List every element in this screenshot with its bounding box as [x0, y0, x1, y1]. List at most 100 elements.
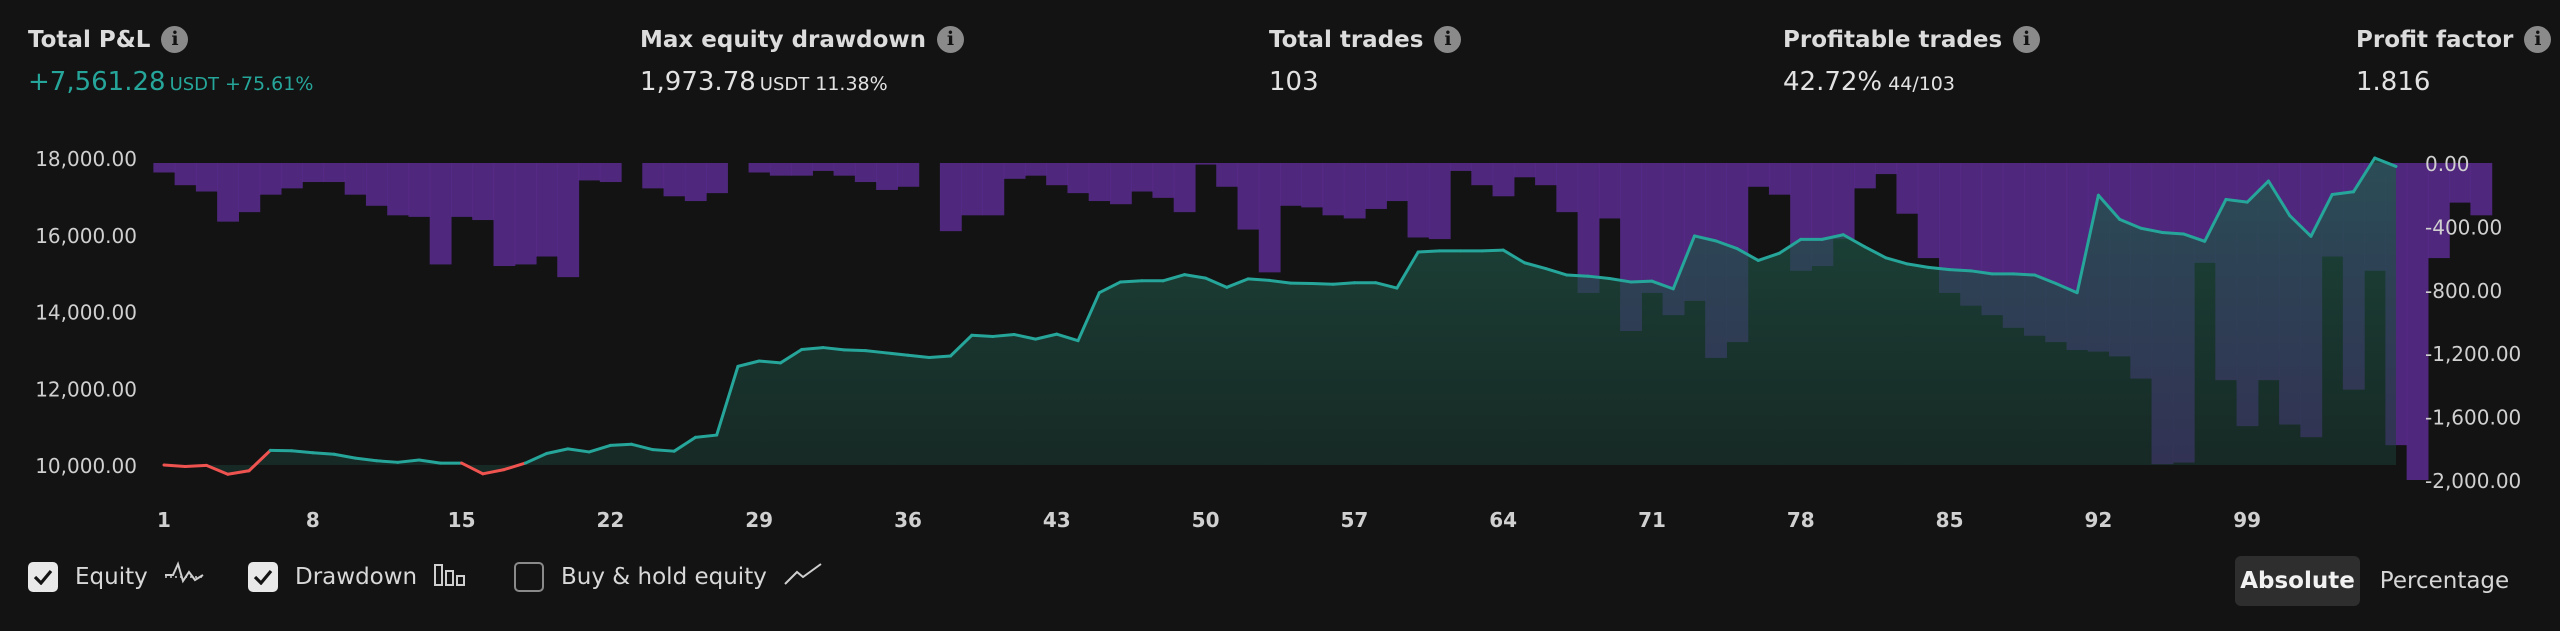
equity-checkbox[interactable]: [28, 562, 58, 592]
legend-buy-hold[interactable]: Buy & hold equity: [514, 561, 825, 593]
drawdown-bar: [1556, 163, 1579, 213]
drawdown-bar: [1832, 163, 1855, 240]
equity-line-segment: [1884, 256, 1909, 266]
equity-line-segment: [2096, 193, 2122, 221]
equity-line-segment: [545, 447, 570, 455]
legend-equity[interactable]: Equity: [28, 561, 204, 593]
x-axis-tick-label: 71: [1638, 508, 1666, 532]
equity-line-segment: [1204, 276, 1229, 289]
drawdown-bar: [1046, 163, 1069, 186]
drawdown-bar: [791, 163, 813, 176]
equity-line-segment: [1034, 332, 1059, 341]
equity-drawdown-chart[interactable]: 10,000.00 12,000.00 14,000.00 16,000.00 18,0…: [0, 130, 2560, 540]
equity-line-segment: [1097, 280, 1123, 295]
equity-line-segment: [587, 443, 612, 454]
stat-label: Total trades: [1269, 26, 1424, 53]
drawdown-bar: [1322, 163, 1345, 216]
equity-line-segment: [800, 346, 825, 351]
right-axis-tick-label: 0.00: [2425, 152, 2470, 176]
drawdown-bar: [1152, 163, 1175, 198]
drawdown-bar: [939, 163, 962, 232]
stat-profit-factor: Profit factor i 1.816: [2356, 26, 2552, 97]
x-axis-tick-label: 50: [1192, 508, 1220, 532]
equity-line-segment: [863, 349, 889, 355]
drawdown-bar: [1641, 163, 1664, 293]
equity-line-segment: [2224, 197, 2249, 204]
drawdown-bar: [365, 163, 388, 206]
legend-drawdown-label: Drawdown: [295, 564, 418, 590]
x-axis-tick-label: 8: [306, 508, 320, 532]
equity-line-segment: [1501, 248, 1526, 265]
equity-line-segment: [1416, 249, 1441, 254]
stat-sub: 11.38%: [815, 73, 888, 95]
stat-unit: USDT: [759, 74, 810, 95]
equity-line-segment: [757, 359, 782, 365]
info-icon[interactable]: i: [2013, 26, 2041, 53]
equity-line-segment: [1395, 250, 1420, 290]
equity-line-segment: [2118, 217, 2143, 230]
equity-line-segment: [481, 468, 506, 476]
equity-line-segment: [183, 463, 209, 469]
equity-line-segment: [1331, 281, 1356, 286]
drawdown-bar: [1003, 163, 1026, 179]
buy-hold-line-icon: [783, 561, 825, 593]
drawdown-bar: [578, 163, 601, 181]
drawdown-bar: [1513, 163, 1536, 178]
drawdown-bar: [2470, 163, 2493, 216]
drawdown-bar: [429, 163, 452, 265]
drawdown-bar: [1938, 163, 1961, 293]
drawdown-checkbox[interactable]: [248, 562, 278, 592]
equity-line-segment: [332, 452, 357, 460]
equity-line-segment: [2139, 226, 2164, 234]
equity-line-segment: [162, 463, 187, 469]
equity-line-segment: [2351, 156, 2377, 194]
equity-line-segment: [1586, 274, 1611, 280]
drawdown-bar: [1853, 163, 1876, 189]
right-axis-tick-label: -800.00: [2425, 279, 2502, 303]
drawdown-bar: [1471, 163, 1494, 186]
drawdown-bar: [1768, 163, 1791, 195]
info-icon[interactable]: i: [937, 26, 965, 53]
drawdown-bar: [1343, 163, 1366, 219]
equity-line-segment: [1926, 265, 1952, 272]
stat-label: Max equity drawdown: [640, 26, 927, 53]
drawdown-bar: [153, 163, 176, 173]
stat-value: 103: [1269, 67, 1319, 97]
equity-line-segment: [2266, 179, 2292, 218]
info-icon[interactable]: i: [1434, 26, 1462, 53]
equity-line-segment: [1225, 277, 1250, 289]
info-icon[interactable]: i: [161, 26, 189, 53]
x-axis-tick-label: 22: [596, 508, 624, 532]
equity-line-segment: [693, 433, 719, 439]
drawdown-bar: [748, 163, 771, 173]
equity-line-segment: [1012, 333, 1038, 341]
equity-line-segment: [1544, 267, 1569, 277]
equity-line-segment: [1310, 281, 1335, 286]
equity-line-segment: [2203, 197, 2228, 243]
equity-line-segment: [1778, 237, 1803, 255]
drawdown-bar: [408, 163, 431, 217]
buy-hold-checkbox[interactable]: [514, 562, 544, 592]
drawdown-bar: [1258, 163, 1281, 273]
equity-line-segment: [2309, 192, 2334, 238]
absolute-toggle[interactable]: Absolute: [2235, 556, 2360, 606]
equity-line-segment: [566, 447, 591, 454]
x-axis-tick-label: 85: [1936, 508, 1964, 532]
drawdown-bar: [854, 163, 877, 183]
stat-profitable-trades: Profitable trades i 42.72% 44/103: [1783, 26, 2041, 97]
drawdown-bar: [1301, 163, 1324, 208]
equity-line-segment: [1671, 234, 1697, 291]
x-axis-tick-label: 29: [745, 508, 773, 532]
x-axis-tick-label: 36: [894, 508, 922, 532]
x-axis-tick-label: 15: [448, 508, 476, 532]
stat-label: Profitable trades: [1783, 26, 2003, 53]
equity-line-segment: [2181, 232, 2207, 243]
info-icon[interactable]: i: [2524, 26, 2552, 53]
drawdown-bar: [2427, 163, 2450, 259]
equity-line-segment: [2160, 230, 2185, 236]
stat-value: +7,561.28: [28, 67, 166, 97]
drawdown-bar: [1237, 163, 1260, 230]
legend-drawdown[interactable]: Drawdown: [248, 561, 469, 593]
drawdown-bar: [1875, 163, 1898, 175]
percentage-toggle[interactable]: Percentage: [2372, 556, 2517, 606]
